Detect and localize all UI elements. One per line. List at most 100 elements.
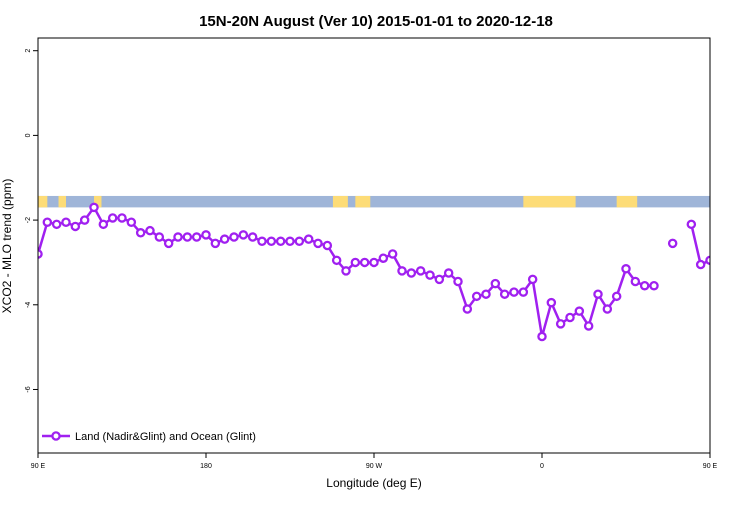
- data-point: [229, 232, 239, 242]
- x-tick-label: 0: [540, 463, 544, 470]
- data-point: [191, 232, 202, 242]
- data-point: [499, 289, 510, 299]
- x-tick-label: 180: [200, 463, 212, 470]
- data-point: [303, 234, 314, 244]
- data-point: [415, 266, 426, 276]
- data-point: [247, 232, 258, 242]
- data-point: [565, 312, 575, 323]
- data-point: [453, 276, 463, 287]
- data-point: [406, 268, 417, 278]
- data-point: [744, 219, 750, 226]
- land-patch: [355, 195, 371, 208]
- data-point: [70, 221, 81, 232]
- data-point: [154, 232, 165, 242]
- data-point: [490, 278, 501, 289]
- data-point: [602, 304, 613, 314]
- land-patch: [523, 195, 576, 208]
- data-point: [686, 219, 697, 230]
- data-point: [359, 257, 370, 268]
- data-point: [107, 213, 118, 223]
- data-point: [387, 249, 398, 259]
- data-point: [481, 289, 491, 299]
- data-point: [201, 230, 211, 240]
- data-point: [219, 234, 230, 244]
- data-point: [425, 270, 435, 280]
- data-point: [725, 219, 732, 226]
- data-point: [649, 280, 659, 291]
- data-point: [266, 236, 277, 247]
- data-point: [257, 236, 267, 247]
- data-point: [79, 215, 90, 225]
- data-point: [734, 219, 741, 226]
- series-line: [690, 224, 710, 266]
- data-point: [238, 230, 249, 240]
- data-point: [593, 289, 603, 299]
- y-tick-label: -2: [25, 217, 32, 223]
- land-patch: [616, 195, 638, 208]
- data-point: [518, 287, 529, 297]
- data-point: [350, 257, 361, 268]
- data-point: [583, 321, 594, 331]
- ocean-band: [38, 195, 710, 208]
- data-point: [555, 319, 566, 329]
- data-point: [509, 287, 519, 297]
- x-tick-label: 90 E: [703, 463, 718, 470]
- data-point: [621, 264, 631, 274]
- data-point: [574, 306, 585, 316]
- data-point: [275, 236, 286, 247]
- data-point: [285, 236, 295, 247]
- data-point: [705, 255, 710, 266]
- land-patch: [332, 195, 348, 208]
- y-axis-label: XCO2 - MLO trend (ppm): [0, 179, 14, 314]
- data-point: [397, 266, 407, 276]
- land-patch: [94, 195, 102, 208]
- x-tick-label: 90 E: [31, 463, 46, 470]
- land-patch: [38, 195, 48, 208]
- data-point: [313, 238, 323, 249]
- legend-entry-label: Land (Nadir&Glint) and Ocean (Glint): [75, 431, 256, 443]
- data-point: [98, 219, 109, 230]
- data-point: [135, 228, 146, 238]
- land-patch: [58, 195, 66, 208]
- chart-title: 15N-20N August (Ver 10) 2015-01-01 to 20…: [199, 13, 553, 30]
- data-point: [173, 232, 183, 242]
- data-point: [667, 238, 678, 249]
- x-tick-label: 90 W: [366, 463, 383, 470]
- plot-frame: [37, 37, 711, 454]
- data-point: [163, 238, 174, 249]
- y-tick-label: -4: [25, 302, 32, 308]
- y-tick-label: 0: [25, 133, 32, 137]
- data-point: [294, 236, 305, 247]
- data-point: [546, 297, 557, 308]
- data-point: [527, 274, 538, 285]
- data-point: [331, 255, 342, 266]
- data-point: [443, 268, 454, 278]
- data-point: [378, 253, 389, 263]
- data-point: [89, 202, 99, 213]
- data-point: [434, 274, 445, 285]
- data-point: [322, 240, 333, 251]
- data-point: [639, 280, 650, 291]
- data-point: [182, 232, 193, 242]
- data-point: [51, 219, 62, 230]
- data-point: [462, 304, 473, 314]
- y-tick-label: 2: [25, 49, 32, 53]
- data-point: [42, 217, 53, 227]
- data-point: [695, 259, 706, 270]
- x-axis-label: Longitude (deg E): [326, 476, 421, 490]
- data-point: [117, 213, 127, 223]
- data-point: [471, 291, 482, 302]
- data-point: [537, 331, 547, 342]
- data-point: [126, 217, 137, 227]
- data-point: [145, 225, 155, 236]
- y-tick-label: -6: [25, 386, 32, 392]
- data-point: [716, 250, 723, 257]
- data-point: [61, 217, 71, 227]
- data-point: [630, 276, 641, 287]
- data-point: [369, 257, 379, 268]
- data-point: [341, 266, 351, 276]
- data-point: [210, 238, 221, 249]
- legend-swatch-marker: [51, 431, 61, 441]
